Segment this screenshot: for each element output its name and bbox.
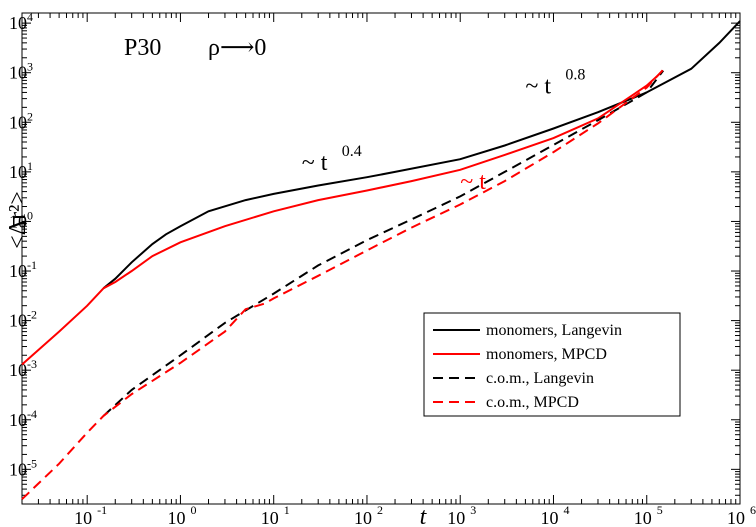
annotation-exponent-2: 0.8: [565, 67, 585, 84]
y-tick-exponent: 4: [27, 10, 33, 24]
series-line-3: [102, 69, 664, 417]
y-tick-label: 10: [9, 311, 27, 331]
y-tick-label: 10: [9, 63, 27, 83]
chart-title: P30: [124, 35, 161, 61]
x-tick-label: 10: [540, 508, 558, 527]
series-line-4: [21, 69, 664, 500]
x-tick-exponent: 0: [190, 503, 196, 517]
y-tick-label: 10: [9, 360, 27, 380]
x-tick-exponent: 4: [563, 503, 569, 517]
annotation-text-3: ~ t: [460, 169, 486, 195]
x-tick-label: 10: [354, 508, 372, 527]
x-tick-exponent: 2: [377, 503, 383, 517]
y-tick-exponent: -5: [27, 456, 37, 470]
y-axis-label: <Δr²>: [5, 191, 31, 249]
y-tick-exponent: 1: [27, 159, 33, 173]
x-tick-label: 10: [74, 508, 92, 527]
series-line-2: [21, 69, 664, 366]
y-tick-label: 10: [9, 410, 27, 430]
legend-label-2: monomers, MPCD: [486, 346, 607, 363]
y-tick-label: 10: [9, 13, 27, 33]
y-tick-exponent: -3: [27, 357, 37, 371]
y-tick-exponent: -2: [27, 308, 37, 322]
x-tick-exponent: -1: [97, 503, 107, 517]
x-tick-exponent: 5: [657, 503, 663, 517]
x-tick-label: 10: [447, 508, 465, 527]
chart-subtitle: ρ⟶0: [208, 35, 266, 61]
series-line-1: [102, 20, 741, 289]
y-tick-exponent: -4: [27, 407, 37, 421]
y-tick-label: 10: [9, 162, 27, 182]
x-tick-exponent: 3: [470, 503, 476, 517]
x-tick-label: 10: [261, 508, 279, 527]
x-axis-label: t: [420, 504, 428, 527]
x-tick-exponent: 6: [750, 503, 756, 517]
y-tick-exponent: 3: [27, 60, 33, 74]
x-tick-label: 10: [634, 508, 652, 527]
x-tick-label: 10: [167, 508, 185, 527]
annotation-exponent-1: 0.4: [342, 143, 362, 160]
annotation-text-2: ~ t: [525, 74, 551, 100]
legend-label-4: c.o.m., MPCD: [486, 394, 579, 411]
x-tick-label: 10: [727, 508, 745, 527]
legend-label-1: monomers, Langevin: [486, 322, 622, 339]
legend-label-3: c.o.m., Langevin: [486, 370, 594, 387]
y-tick-label: 10: [9, 459, 27, 479]
y-tick-label: 10: [9, 211, 27, 231]
x-tick-exponent: 1: [284, 503, 290, 517]
y-tick-exponent: 0: [27, 208, 33, 222]
y-tick-exponent: 2: [27, 109, 33, 123]
plot-frame: [21, 12, 741, 505]
y-tick-exponent: -1: [27, 258, 37, 272]
annotation-text-1: ~ t: [302, 150, 328, 176]
y-tick-label: 10: [9, 261, 27, 281]
legend: monomers, Langevin monomers, MPCD c.o.m., …: [423, 312, 681, 417]
y-tick-label: 10: [9, 112, 27, 132]
